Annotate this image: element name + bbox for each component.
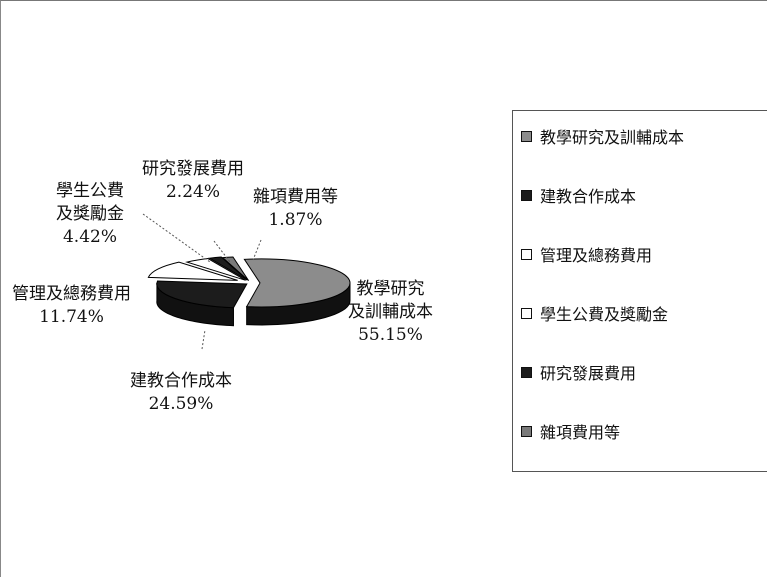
pie-slice-teaching xyxy=(243,258,351,326)
slice-value-label: 24.59% xyxy=(148,394,214,414)
legend-swatch xyxy=(521,189,532,201)
slice-label-line: 學生公費 xyxy=(56,181,124,201)
slice-value-label: 2.24% xyxy=(165,182,220,202)
slice-value-label: 1.87% xyxy=(268,210,323,230)
leader-line xyxy=(201,329,206,350)
slice-label-research: 研究發展費用 2.24% xyxy=(142,158,244,204)
slice-label-admin: 管理及總務費用 11.74% xyxy=(12,283,131,329)
chart-legend: 教學研究及訓輔成本 建教合作成本 管理及總務費用 學生公費及獎勵金 研究發展費用 雜項費用… xyxy=(512,110,767,472)
legend-label: 學生公費及獎勵金 xyxy=(540,305,669,324)
pie-slice-top xyxy=(243,258,351,308)
legend-label: 研究發展費用 xyxy=(540,364,637,383)
legend-swatch xyxy=(521,248,532,260)
slice-value-label: 11.74% xyxy=(39,307,104,327)
legend-label: 教學研究及訓輔成本 xyxy=(540,128,685,147)
legend-swatch xyxy=(521,366,532,378)
legend-swatch xyxy=(521,307,532,319)
legend-item-scholarship: 學生公費及獎勵金 xyxy=(521,301,668,325)
legend-swatch xyxy=(521,425,532,437)
leader-line xyxy=(252,239,262,261)
pie-slice-top xyxy=(147,261,238,281)
leader-line xyxy=(142,213,211,263)
legend-swatch xyxy=(521,130,532,142)
slice-label-line: 及訓輔成本 xyxy=(348,302,433,322)
slice-label-cooperation: 建教合作成本 24.59% xyxy=(130,370,232,416)
slice-label-line: 研究發展費用 xyxy=(142,159,244,179)
slice-value-label: 4.42% xyxy=(62,227,117,247)
pie-slice-top xyxy=(185,258,246,281)
legend-label: 管理及總務費用 xyxy=(540,246,653,265)
legend-item-research: 研究發展費用 xyxy=(521,360,636,384)
slice-label-scholarship: 學生公費 及獎勵金 4.42% xyxy=(56,180,124,249)
legend-item-misc: 雜項費用等 xyxy=(521,419,620,443)
pie-slice-research xyxy=(207,256,248,281)
slice-label-teaching: 教學研究 及訓輔成本 55.15% xyxy=(348,278,433,347)
slice-label-line: 教學研究 xyxy=(356,279,425,299)
pie-slices xyxy=(147,256,351,327)
pie-slice-admin xyxy=(147,261,238,281)
slice-label-line: 及獎勵金 xyxy=(56,204,124,224)
slice-label-misc: 雜項費用等 1.87% xyxy=(253,186,338,232)
legend-label: 雜項費用等 xyxy=(540,423,621,442)
legend-label: 建教合作成本 xyxy=(540,187,637,206)
pie-slice-top xyxy=(207,256,248,281)
pie-slice-misc xyxy=(221,256,250,282)
pie-slice-scholarship xyxy=(185,258,246,281)
leader-lines xyxy=(142,213,262,350)
slice-label-line: 雜項費用等 xyxy=(253,187,338,207)
pie-slice-top xyxy=(156,280,248,309)
slice-label-line: 建教合作成本 xyxy=(130,371,232,391)
legend-item-admin: 管理及總務費用 xyxy=(521,242,652,266)
legend-item-teaching: 教學研究及訓輔成本 xyxy=(521,124,684,148)
slice-value-label: 55.15% xyxy=(358,325,423,345)
legend-item-cooperation: 建教合作成本 xyxy=(521,183,636,207)
pie-slice-top xyxy=(221,256,250,282)
slice-label-line: 管理及總務費用 xyxy=(12,284,131,304)
leader-line xyxy=(213,240,231,263)
pie-slice-cooperation xyxy=(156,280,248,327)
